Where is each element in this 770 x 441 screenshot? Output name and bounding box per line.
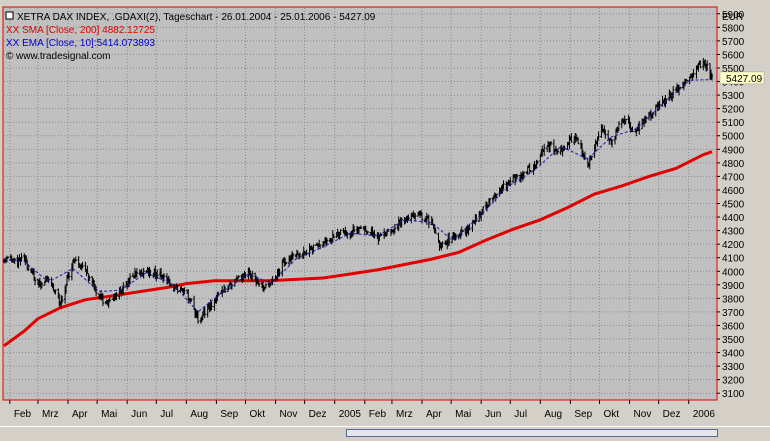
y-tick-label: 4800: [722, 159, 745, 170]
y-tick-label: 3200: [722, 376, 745, 387]
y-tick-label: 4500: [722, 200, 745, 211]
y-axis-unit: EUR: [722, 12, 743, 23]
y-tick-label: 5500: [722, 64, 745, 75]
y-tick-label: 3800: [722, 294, 745, 305]
y-tick-label: 4600: [722, 186, 745, 197]
sma-line: [3, 150, 713, 348]
x-tick-label: Feb: [369, 409, 387, 420]
last-price-label: 5427.09: [726, 74, 763, 85]
legend-sma: XX SMA [Close, 200] 4882.12725: [6, 25, 155, 36]
x-tick-label: Mai: [101, 409, 117, 420]
x-tick-label: Jul: [160, 409, 173, 420]
y-tick-label: 5700: [722, 37, 745, 48]
y-tick-label: 3600: [722, 321, 745, 332]
x-tick-label: Sep: [574, 409, 592, 420]
y-tick-label: 5100: [722, 118, 745, 129]
x-tick-label: Mrz: [42, 409, 59, 420]
x-tick-label: Aug: [544, 409, 562, 420]
y-tick-label: 3500: [722, 335, 745, 346]
y-tick-label: 3300: [722, 362, 745, 373]
x-tick-label: Dez: [663, 409, 681, 420]
y-tick-label: 4900: [722, 145, 745, 156]
x-tick-label: Okt: [603, 409, 619, 420]
y-tick-label: 5900: [722, 10, 745, 21]
legend: XETRA DAX INDEX, .GDAXI(2), Tageschart -…: [5, 11, 376, 62]
y-tick-label: 4400: [722, 213, 745, 224]
legend-ema: XX EMA [Close, 10]:5414.073893: [6, 38, 155, 49]
x-tick-label: Sep: [220, 409, 238, 420]
x-tick-label: Okt: [249, 409, 265, 420]
title-checkbox-icon[interactable]: [5, 11, 14, 20]
grid: [4, 8, 716, 399]
y-tick-label: 4100: [722, 254, 745, 265]
plot-area: [2, 6, 718, 401]
x-tick-label: Mai: [455, 409, 471, 420]
y-axis: EUR 3100 3200 3300 3400 3500 3600 3700 3800 3900…: [716, 7, 745, 400]
y-tick-label: 3400: [722, 349, 745, 360]
y-tick-label: 4300: [722, 227, 745, 238]
x-tick-label: 2005: [339, 409, 362, 420]
x-tick-label: Nov: [634, 409, 652, 420]
y-tick-label: 4000: [722, 267, 745, 278]
x-axis: Feb Mrz Apr Mai Jun Jul Aug Sep Okt Nov Dez 2005 Feb…: [3, 399, 717, 420]
x-tick-label: Jun: [131, 409, 147, 420]
scrollbar-thumb[interactable]: [346, 429, 718, 437]
y-tick-label: 5200: [722, 105, 745, 116]
y-tick-label: 5300: [722, 91, 745, 102]
x-tick-label: Mrz: [396, 409, 413, 420]
y-tick-label: 3900: [722, 281, 745, 292]
last-price-marker: 5427.09: [719, 71, 765, 85]
series-layer: [2, 57, 714, 348]
x-tick-label: Feb: [14, 409, 32, 420]
x-tick-label: Nov: [280, 409, 298, 420]
y-tick-label: 3700: [722, 308, 745, 319]
x-tick-label: Aug: [190, 409, 208, 420]
y-tick-label: 5000: [722, 132, 745, 143]
copyright-icon: ©: [6, 51, 14, 62]
y-tick-label: 3100: [722, 389, 745, 400]
y-tick-label: 4700: [722, 172, 745, 183]
x-tick-label: Apr: [72, 409, 88, 420]
legend-source: www.tradesignal.com: [15, 51, 110, 62]
x-tick-label: Jul: [514, 409, 527, 420]
y-tick-label: 5800: [722, 23, 745, 34]
ema-line: [3, 79, 713, 313]
y-tick-label: 5600: [722, 50, 745, 61]
x-tick-label: Dez: [309, 409, 327, 420]
horizontal-scrollbar[interactable]: [0, 426, 770, 441]
x-tick-label: Jun: [485, 409, 501, 420]
chart-title: XETRA DAX INDEX, .GDAXI(2), Tageschart -…: [17, 12, 376, 23]
y-tick-label: 4200: [722, 240, 745, 251]
x-tick-label: Apr: [426, 409, 442, 420]
x-tick-label: 2006: [693, 409, 716, 420]
